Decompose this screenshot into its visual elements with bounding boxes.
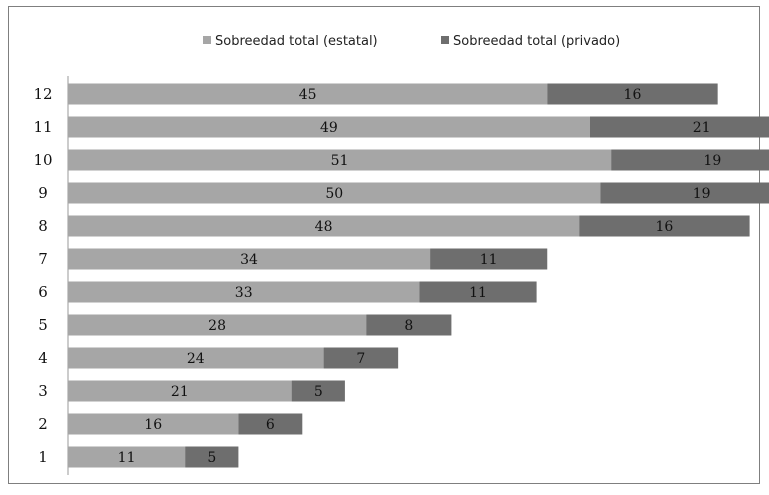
y-tick-label: 7 <box>38 250 48 268</box>
data-label-privado: 16 <box>655 219 673 235</box>
bar-estatal <box>68 446 186 468</box>
bar-privado <box>547 83 718 105</box>
data-label-estatal: 34 <box>240 252 258 268</box>
data-label-privado: 8 <box>404 318 413 334</box>
bar-estatal <box>68 215 580 237</box>
y-tick-label: 6 <box>38 283 48 301</box>
legend-label-2: Sobreedad total (privado) <box>453 34 620 49</box>
y-tick-label: 10 <box>33 151 52 169</box>
y-tick-label: 8 <box>38 217 48 235</box>
data-label-estatal: 45 <box>299 87 317 103</box>
bar-privado <box>600 182 769 204</box>
bar-estatal <box>68 380 292 402</box>
bar-privado <box>238 413 303 435</box>
legend-label-1: Sobreedad total (estatal) <box>215 34 378 49</box>
y-tick-label: 3 <box>38 382 48 400</box>
data-label-estatal: 49 <box>320 120 338 136</box>
data-label-estatal: 33 <box>235 285 253 301</box>
data-label-estatal: 50 <box>325 186 343 202</box>
bar-privado <box>291 380 345 402</box>
bar-privado <box>611 149 769 171</box>
data-label-estatal: 48 <box>315 219 333 235</box>
bar-estatal <box>68 314 367 336</box>
bar-estatal <box>68 347 324 369</box>
y-tick-label: 1 <box>38 448 48 466</box>
bar-estatal <box>68 281 420 303</box>
y-tick-label: 5 <box>38 316 48 334</box>
bar-privado <box>366 314 452 336</box>
data-label-privado: 21 <box>693 120 711 136</box>
data-label-privado: 19 <box>693 186 711 202</box>
data-label-estatal: 11 <box>118 450 136 466</box>
bar-privado <box>579 215 750 237</box>
y-tick-label: 11 <box>33 118 52 136</box>
data-label-privado: 11 <box>480 252 498 268</box>
data-label-privado: 7 <box>356 351 365 367</box>
y-tick-label: 2 <box>38 415 48 433</box>
y-tick-label: 4 <box>38 349 48 367</box>
data-label-estatal: 24 <box>187 351 205 367</box>
bar-privado <box>419 281 537 303</box>
data-label-privado: 5 <box>314 384 323 400</box>
bar-privado <box>589 116 769 138</box>
bar-estatal <box>68 149 612 171</box>
bar-estatal <box>68 413 239 435</box>
data-label-privado: 5 <box>207 450 216 466</box>
bar-privado <box>430 248 548 270</box>
bar-privado <box>323 347 399 369</box>
data-label-privado: 16 <box>624 87 642 103</box>
data-label-estatal: 16 <box>144 417 162 433</box>
legend-swatch-1 <box>203 36 211 44</box>
data-label-estatal: 51 <box>331 153 349 169</box>
bar-estatal <box>68 248 431 270</box>
data-label-estatal: 21 <box>171 384 189 400</box>
bar-estatal <box>68 182 601 204</box>
legend-swatch-2 <box>441 36 449 44</box>
bar-privado <box>185 446 239 468</box>
bar-estatal <box>68 83 548 105</box>
data-label-privado: 6 <box>266 417 275 433</box>
data-label-privado: 19 <box>703 153 721 169</box>
data-label-privado: 11 <box>469 285 487 301</box>
bar-estatal <box>68 116 590 138</box>
y-tick-label: 12 <box>33 85 52 103</box>
y-tick-label: 9 <box>38 184 48 202</box>
data-label-estatal: 28 <box>208 318 226 334</box>
